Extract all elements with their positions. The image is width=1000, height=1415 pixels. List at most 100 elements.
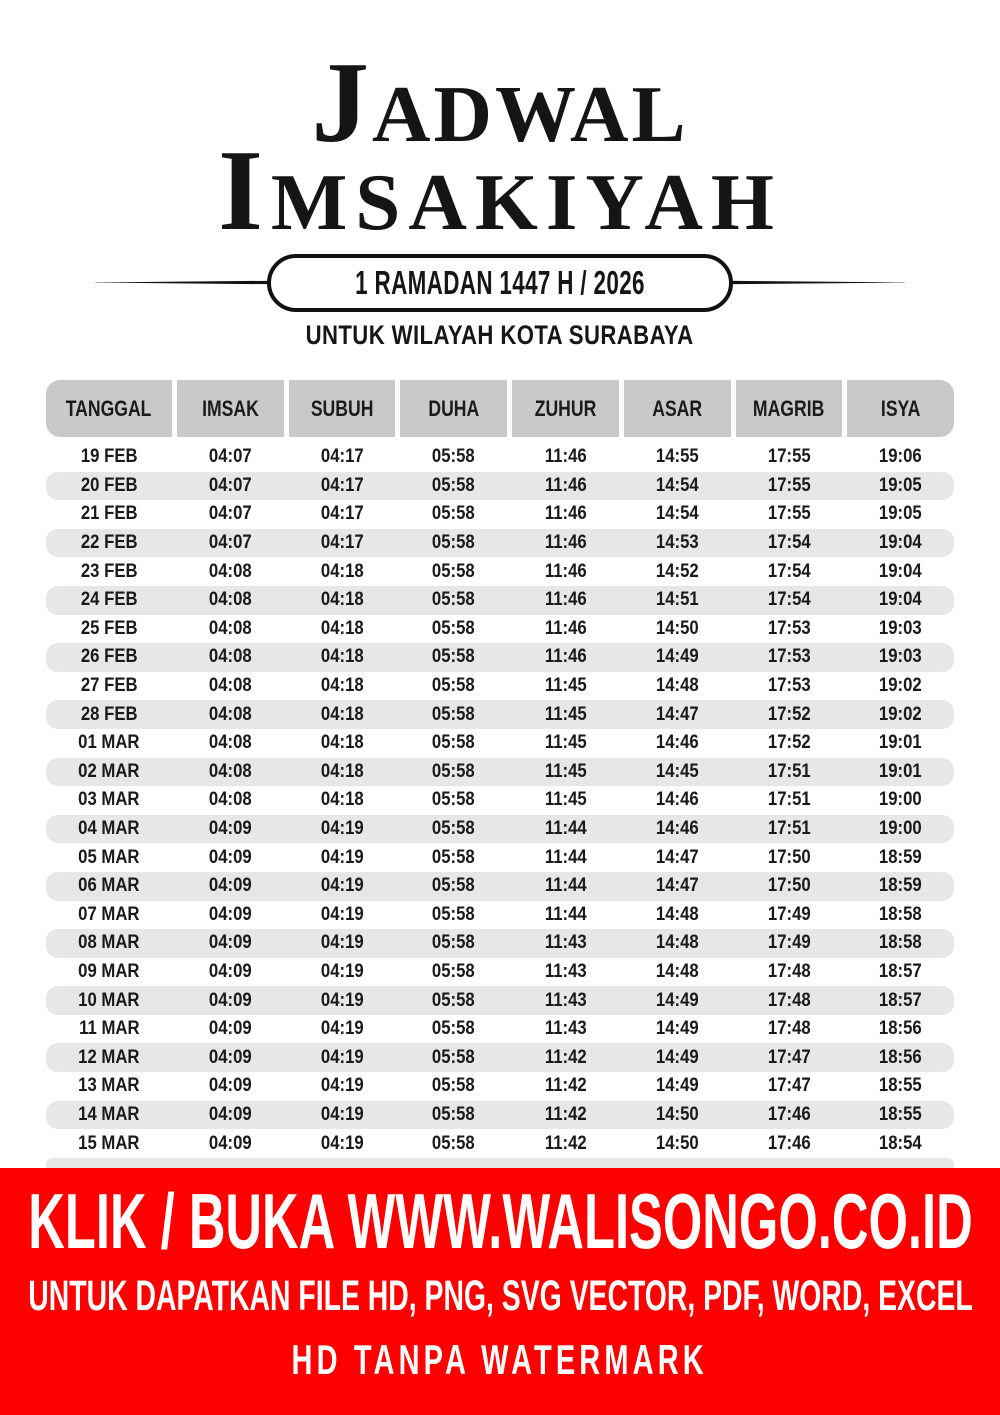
time-cell: 04:09 bbox=[177, 843, 284, 872]
time-cell: 18:56 bbox=[847, 1043, 954, 1072]
time-cell: 11:45 bbox=[512, 729, 619, 758]
table-row: 11 MAR 04:09 04:19 05:58 11:43 14:49 17:48 18:5… bbox=[46, 1015, 954, 1044]
time-value: 14:46 bbox=[655, 789, 699, 811]
time-value: 18:56 bbox=[879, 1046, 923, 1068]
time-value: 11:43 bbox=[544, 960, 587, 982]
date-cell: 24 FEB bbox=[46, 586, 172, 615]
date-value: 06 MAR bbox=[78, 875, 140, 897]
time-cell: 05:58 bbox=[400, 472, 507, 501]
time-cell: 04:07 bbox=[177, 529, 284, 558]
time-value: 04:09 bbox=[208, 989, 252, 1011]
date-cell: 27 FEB bbox=[46, 672, 172, 701]
date-value: 08 MAR bbox=[78, 932, 140, 954]
time-cell: 17:47 bbox=[736, 1043, 843, 1072]
time-value: 04:09 bbox=[208, 903, 252, 925]
time-value: 04:09 bbox=[208, 875, 252, 897]
table-row: 23 FEB 04:08 04:18 05:58 11:46 14:52 17:54 19:0… bbox=[46, 557, 954, 586]
date-value: 27 FEB bbox=[80, 675, 138, 697]
time-value: 05:58 bbox=[432, 1075, 476, 1097]
time-cell: 19:03 bbox=[847, 615, 954, 644]
time-value: 17:51 bbox=[767, 760, 811, 782]
divider-line-right bbox=[643, 280, 905, 285]
time-value: 11:44 bbox=[544, 903, 587, 925]
time-value: 11:42 bbox=[544, 1046, 587, 1068]
time-value: 04:19 bbox=[320, 903, 364, 925]
time-cell: 05:58 bbox=[400, 872, 507, 901]
time-cell: 04:07 bbox=[177, 443, 284, 472]
date-value: 05 MAR bbox=[78, 846, 140, 868]
time-value: 19:04 bbox=[879, 589, 923, 611]
time-value: 19:00 bbox=[879, 818, 923, 840]
time-cell: 04:19 bbox=[289, 1101, 396, 1130]
table-row: 08 MAR 04:09 04:19 05:58 11:43 14:48 17:49 18:5… bbox=[46, 929, 954, 958]
time-cell: 05:58 bbox=[400, 729, 507, 758]
time-cell: 11:46 bbox=[512, 500, 619, 529]
date-cell: 12 MAR bbox=[46, 1043, 172, 1072]
table-row: 10 MAR 04:09 04:19 05:58 11:43 14:49 17:48 18:5… bbox=[46, 986, 954, 1015]
table-row: 21 FEB 04:07 04:17 05:58 11:46 14:54 17:55 19:0… bbox=[46, 500, 954, 529]
time-value: 19:02 bbox=[879, 675, 923, 697]
time-value: 04:19 bbox=[320, 875, 364, 897]
time-cell: 04:08 bbox=[177, 557, 284, 586]
date-cell: 11 MAR bbox=[46, 1015, 172, 1044]
column-header-label: SUBUH bbox=[310, 395, 374, 421]
time-value: 19:03 bbox=[879, 646, 923, 668]
time-cell: 04:18 bbox=[289, 643, 396, 672]
time-cell: 04:18 bbox=[289, 586, 396, 615]
time-value: 04:18 bbox=[320, 760, 364, 782]
time-value: 04:19 bbox=[320, 989, 364, 1011]
schedule-table: TANGGAL IMSAK SUBUH DUHA ZUHUR ASAR MAGRIB ISYA… bbox=[46, 380, 954, 1158]
time-cell: 11:46 bbox=[512, 586, 619, 615]
date-value: 07 MAR bbox=[78, 903, 140, 925]
time-cell: 05:58 bbox=[400, 529, 507, 558]
time-cell: 18:59 bbox=[847, 843, 954, 872]
time-cell: 05:58 bbox=[400, 958, 507, 987]
date-cell: 23 FEB bbox=[46, 557, 172, 586]
date-cell: 14 MAR bbox=[46, 1101, 172, 1130]
column-header-asar: ASAR bbox=[623, 380, 731, 437]
time-value: 04:19 bbox=[320, 1018, 364, 1040]
time-value: 14:54 bbox=[655, 474, 699, 496]
time-cell: 11:44 bbox=[512, 901, 619, 930]
time-value: 18:59 bbox=[879, 875, 923, 897]
time-cell: 11:42 bbox=[512, 1072, 619, 1101]
time-cell: 11:44 bbox=[512, 843, 619, 872]
time-value: 18:56 bbox=[879, 1018, 923, 1040]
time-value: 04:08 bbox=[208, 732, 252, 754]
promo-banner-tagline: HD TANPA WATERMARK bbox=[291, 1336, 709, 1383]
time-cell: 11:46 bbox=[512, 472, 619, 501]
time-cell: 17:54 bbox=[736, 557, 843, 586]
time-value: 04:19 bbox=[320, 1075, 364, 1097]
table-row: 03 MAR 04:08 04:18 05:58 11:45 14:46 17:51 19:0… bbox=[46, 786, 954, 815]
date-value: 14 MAR bbox=[78, 1103, 140, 1125]
time-cell: 17:50 bbox=[736, 843, 843, 872]
time-cell: 05:58 bbox=[400, 843, 507, 872]
date-cell: 10 MAR bbox=[46, 986, 172, 1015]
time-value: 11:46 bbox=[544, 503, 587, 525]
time-cell: 04:18 bbox=[289, 729, 396, 758]
time-value: 05:58 bbox=[432, 846, 476, 868]
time-cell: 04:09 bbox=[177, 901, 284, 930]
time-cell: 05:58 bbox=[400, 1129, 507, 1158]
table-row: 19 FEB 04:07 04:17 05:58 11:46 14:55 17:55 19:0… bbox=[46, 443, 954, 472]
time-cell: 17:48 bbox=[736, 1015, 843, 1044]
time-value: 14:47 bbox=[655, 846, 699, 868]
time-value: 05:58 bbox=[432, 1132, 476, 1154]
time-value: 04:18 bbox=[320, 789, 364, 811]
time-cell: 11:43 bbox=[512, 929, 619, 958]
date-value: 11 MAR bbox=[78, 1018, 140, 1040]
time-value: 18:54 bbox=[879, 1132, 923, 1154]
time-cell: 19:04 bbox=[847, 586, 954, 615]
column-header-label: ASAR bbox=[652, 395, 703, 421]
time-cell: 05:58 bbox=[400, 901, 507, 930]
time-value: 17:47 bbox=[767, 1046, 811, 1068]
region-subtitle: UNTUK WILAYAH KOTA SURABAYA bbox=[0, 320, 1000, 351]
table-row: 28 FEB 04:08 04:18 05:58 11:45 14:47 17:52 19:0… bbox=[46, 700, 954, 729]
time-cell: 17:54 bbox=[736, 586, 843, 615]
time-cell: 18:58 bbox=[847, 929, 954, 958]
poster-title-line1: Jadwal bbox=[311, 39, 689, 166]
table-row: 13 MAR 04:09 04:19 05:58 11:42 14:49 17:47 18:5… bbox=[46, 1072, 954, 1101]
promo-banner-link[interactable]: KLIK / BUKA WWW.WALISONGO.CO.ID bbox=[27, 1177, 973, 1265]
time-value: 11:45 bbox=[544, 732, 587, 754]
time-cell: 04:09 bbox=[177, 1043, 284, 1072]
